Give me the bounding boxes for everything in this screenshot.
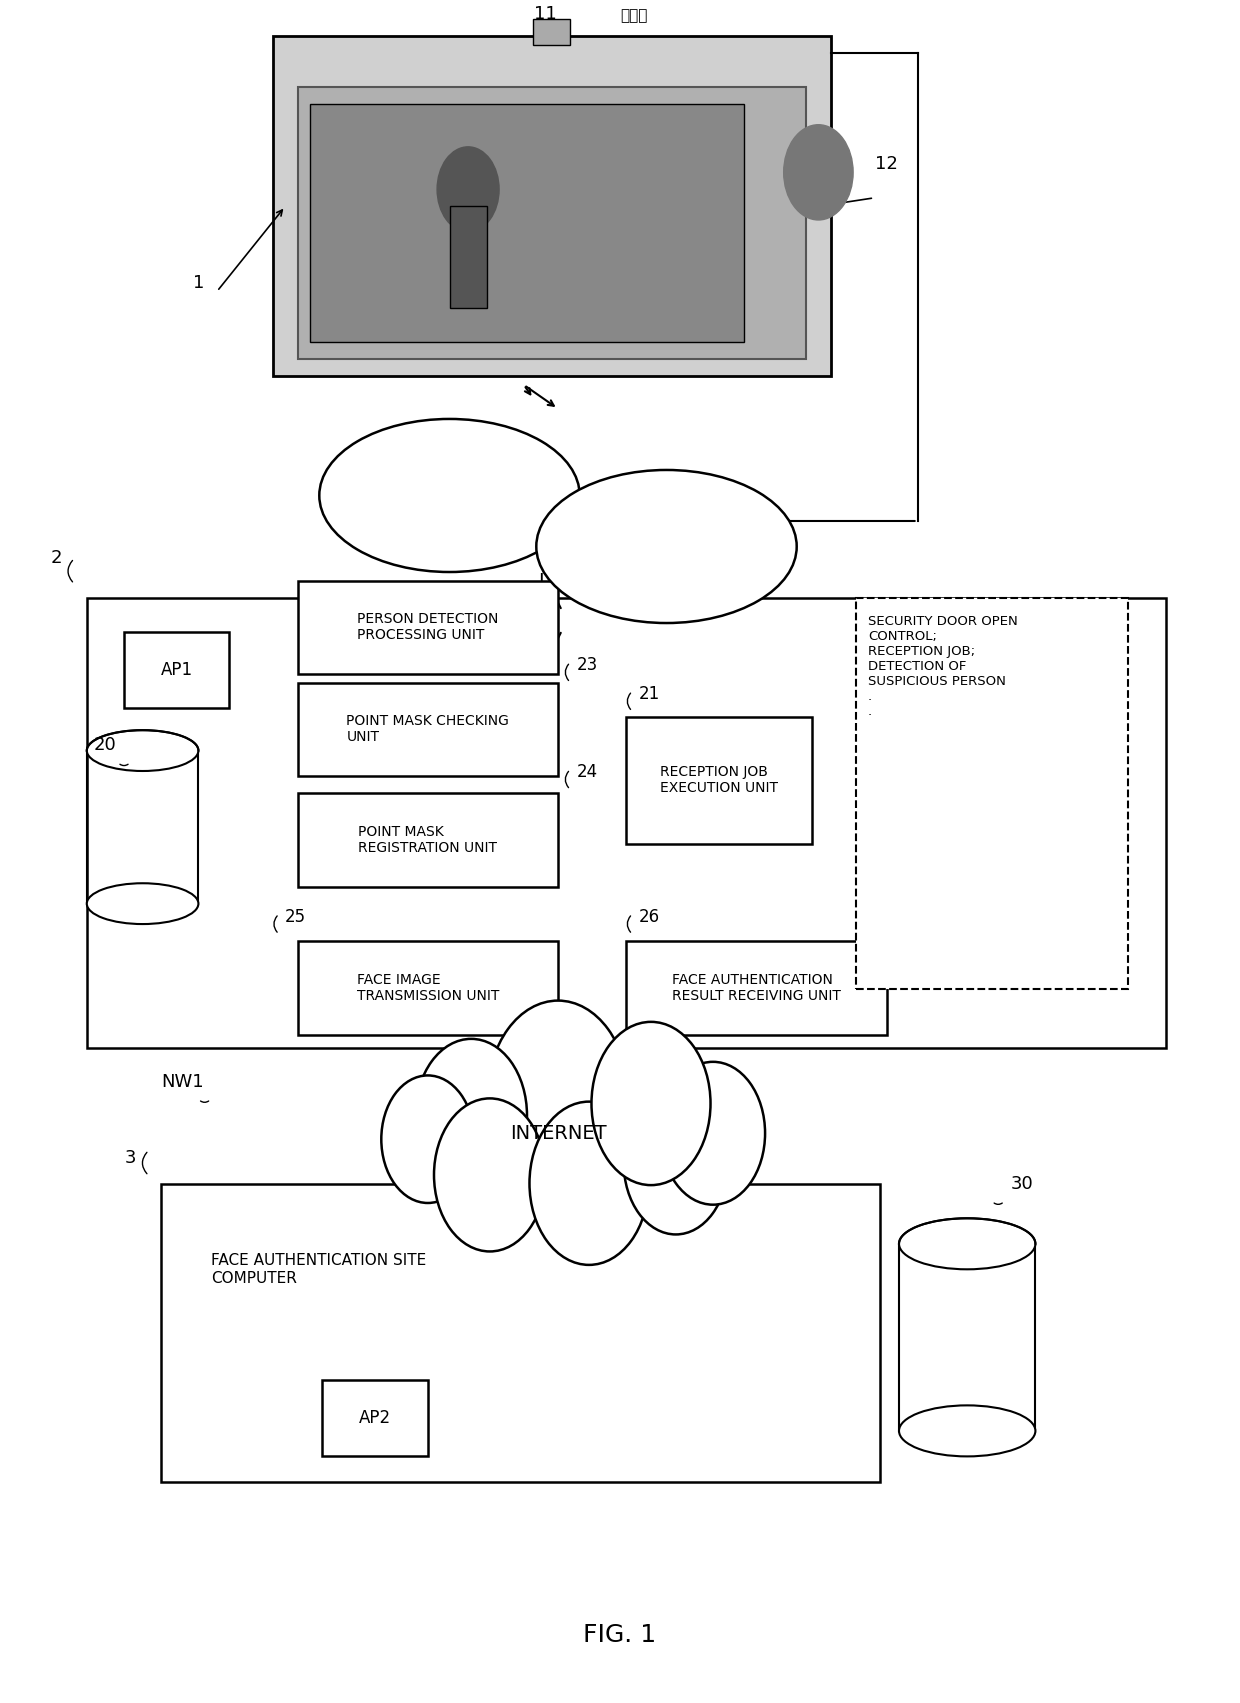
FancyBboxPatch shape <box>273 36 831 376</box>
FancyBboxPatch shape <box>161 1184 880 1482</box>
Circle shape <box>624 1092 728 1235</box>
Circle shape <box>434 1098 546 1252</box>
FancyBboxPatch shape <box>298 87 806 359</box>
FancyBboxPatch shape <box>298 942 558 1035</box>
Text: 2: 2 <box>51 548 62 567</box>
FancyBboxPatch shape <box>298 683 558 777</box>
Circle shape <box>591 1022 711 1185</box>
Text: 30: 30 <box>1011 1175 1033 1194</box>
Text: FACE AUTHENTICATION
RESULT RECEIVING UNIT: FACE AUTHENTICATION RESULT RECEIVING UNI… <box>672 972 841 1003</box>
Circle shape <box>382 1075 474 1202</box>
Text: 22: 22 <box>577 548 598 567</box>
Text: INTERNET: INTERNET <box>510 1124 606 1143</box>
FancyBboxPatch shape <box>626 717 812 845</box>
FancyBboxPatch shape <box>87 598 1166 1049</box>
Text: 3: 3 <box>125 1150 136 1167</box>
Circle shape <box>415 1039 527 1192</box>
Text: FACE AUTHENTICATION SITE
COMPUTER: FACE AUTHENTICATION SITE COMPUTER <box>211 1253 427 1286</box>
Text: 24: 24 <box>577 763 598 782</box>
Text: SECURITY DOOR OPEN
CONTROL;
RECEPTION JOB;
DETECTION OF
SUSPICIOUS PERSON
.
.: SECURITY DOOR OPEN CONTROL; RECEPTION JO… <box>868 615 1018 717</box>
Text: AP1: AP1 <box>161 661 192 679</box>
FancyBboxPatch shape <box>533 19 570 44</box>
FancyBboxPatch shape <box>449 206 486 308</box>
FancyBboxPatch shape <box>310 104 744 342</box>
Ellipse shape <box>536 470 797 623</box>
Text: POINT MASK
REGISTRATION UNIT: POINT MASK REGISTRATION UNIT <box>358 824 497 855</box>
Text: 21: 21 <box>639 685 660 703</box>
Ellipse shape <box>87 884 198 925</box>
Text: NW1: NW1 <box>161 1073 203 1092</box>
Text: 12: 12 <box>875 155 898 172</box>
Text: 25: 25 <box>285 908 306 926</box>
FancyBboxPatch shape <box>322 1379 428 1456</box>
Text: FACE IMAGE
TRANSMISSION UNIT: FACE IMAGE TRANSMISSION UNIT <box>357 972 498 1003</box>
Text: POINT MASK CHECKING
UNIT: POINT MASK CHECKING UNIT <box>346 714 510 744</box>
Ellipse shape <box>320 419 580 572</box>
Text: 20: 20 <box>94 736 117 754</box>
Text: カメラ: カメラ <box>620 9 647 22</box>
FancyBboxPatch shape <box>856 598 1128 989</box>
FancyBboxPatch shape <box>626 942 887 1035</box>
Ellipse shape <box>899 1405 1035 1456</box>
Circle shape <box>438 146 498 232</box>
Circle shape <box>529 1102 649 1265</box>
Text: PERSON DETECTION
PROCESSING UNIT: PERSON DETECTION PROCESSING UNIT <box>357 611 498 642</box>
Text: FIG. 1: FIG. 1 <box>584 1623 656 1647</box>
Ellipse shape <box>899 1218 1035 1269</box>
Text: LAN: LAN <box>538 572 578 591</box>
FancyBboxPatch shape <box>298 581 558 674</box>
Text: AP2: AP2 <box>360 1408 391 1427</box>
Circle shape <box>487 1001 629 1194</box>
FancyBboxPatch shape <box>124 632 229 708</box>
Text: 1: 1 <box>192 274 205 291</box>
Text: RECEPTION JOB
EXECUTION UNIT: RECEPTION JOB EXECUTION UNIT <box>660 765 779 795</box>
Text: 11: 11 <box>534 5 557 22</box>
Ellipse shape <box>87 731 198 771</box>
Circle shape <box>784 124 853 220</box>
Circle shape <box>661 1063 765 1204</box>
FancyBboxPatch shape <box>298 794 558 887</box>
Text: 26: 26 <box>639 908 660 926</box>
Text: 23: 23 <box>577 656 598 674</box>
